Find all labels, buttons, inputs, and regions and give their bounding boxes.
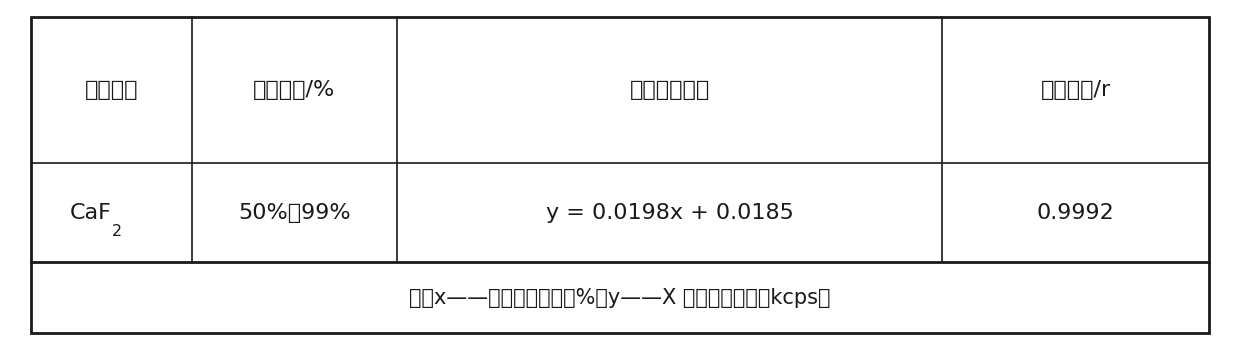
Text: 50%～99%: 50%～99% <box>238 203 351 223</box>
Text: 2: 2 <box>112 224 122 239</box>
Text: 0.9992: 0.9992 <box>1037 203 1115 223</box>
Text: 相关系数/r: 相关系数/r <box>1040 80 1111 100</box>
Text: 注：x——氟化馒的含量，%；y——X 射线荆光强度，kcps。: 注：x——氟化馒的含量，%；y——X 射线荆光强度，kcps。 <box>409 287 831 308</box>
Text: CaF: CaF <box>69 203 112 223</box>
Text: 分析项目: 分析项目 <box>84 80 139 100</box>
Text: y = 0.0198x + 0.0185: y = 0.0198x + 0.0185 <box>546 203 794 223</box>
Text: 回归曲线方程: 回归曲线方程 <box>630 80 709 100</box>
Text: 测定范围/%: 测定范围/% <box>253 80 336 100</box>
